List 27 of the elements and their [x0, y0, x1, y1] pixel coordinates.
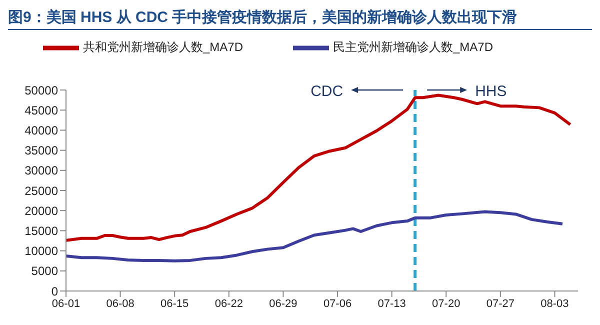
line-series: [66, 210, 564, 262]
annotation: CDC: [310, 83, 344, 100]
y-tick-label: 0: [51, 284, 58, 298]
x-tick-label: 07-06: [323, 298, 352, 310]
y-tick-label: 40000: [24, 123, 58, 138]
x-tick-label: 06-08: [106, 298, 134, 310]
y-tick-label: 15000: [24, 224, 58, 238]
y-tick-label: 20000: [24, 204, 58, 218]
annotation: HHS: [475, 83, 507, 100]
x-tick-label: 07-20: [432, 298, 460, 310]
y-tick-label: 5000: [31, 264, 58, 278]
y-tick-label: 35000: [24, 144, 58, 158]
x-tick-label: 08-03: [540, 298, 569, 310]
legend-label: 共和党州新增确诊人数_MA7D: [82, 40, 243, 54]
legend-label: 民主党州新增确诊人数_MA7D: [333, 40, 494, 54]
y-tick-label: 50000: [24, 83, 58, 98]
y-tick-label: 25000: [24, 184, 58, 198]
x-tick-label: 06-22: [214, 298, 243, 310]
chart-title: 图9：美国 HHS 从 CDC 手中接管疫情数据后，美国的新增确诊人数出现下滑: [8, 8, 592, 30]
y-tick-label: 45000: [24, 103, 58, 118]
x-tick-label: 06-15: [160, 298, 189, 310]
x-tick-label: 06-29: [269, 298, 298, 310]
x-tick-label: 07-13: [378, 298, 406, 310]
x-tick-label: 06-01: [52, 298, 80, 310]
y-tick-label: 30000: [24, 164, 58, 178]
x-tick-label: 07-27: [486, 298, 514, 310]
y-tick-label: 10000: [24, 244, 58, 258]
